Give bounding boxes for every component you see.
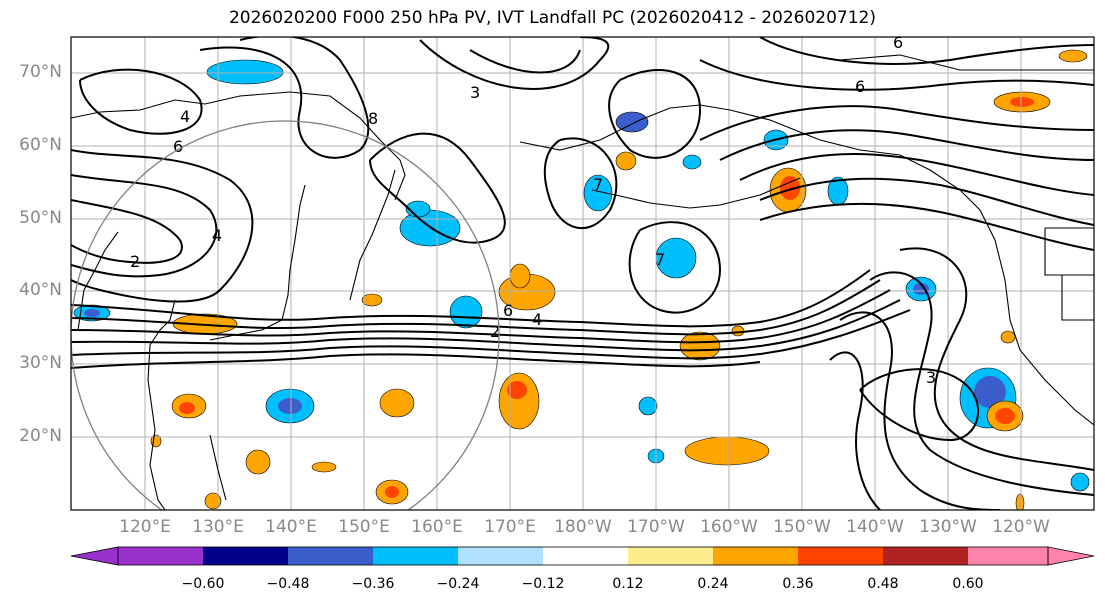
colorbar-segment [458, 547, 543, 565]
contour-label: 6 [893, 33, 903, 52]
colorbar-segment [288, 547, 373, 565]
contour-label: 7 [655, 250, 665, 269]
colorbar-tick-label: −0.24 [436, 576, 480, 592]
lon-label: 160°E [411, 517, 463, 537]
colorbar-tick-label: 0.60 [952, 576, 984, 592]
contour-label: 4 [532, 310, 542, 329]
contour-label: 4 [180, 107, 190, 126]
colorbar-segment [798, 547, 883, 565]
colorbar-segment [118, 547, 203, 565]
lon-label: 180°W [554, 517, 612, 537]
contour-label: 3 [470, 83, 480, 102]
contour-label: 4 [212, 226, 222, 245]
colorbar-segment [628, 547, 713, 565]
colorbar-segment [883, 547, 968, 565]
contour-labels: 4 3 6 8 6 6 4 2 6 4 2 7 7 3 [130, 33, 936, 387]
lat-label: 60°N [19, 135, 62, 155]
colorbar-tick-label: 0.24 [697, 576, 729, 592]
colorbar-tick-label: −0.36 [351, 576, 395, 592]
lat-label: 50°N [19, 208, 62, 228]
colorbar [70, 546, 1095, 566]
colorbar-tick-label: −0.60 [181, 576, 225, 592]
lon-label: 140°W [846, 517, 904, 537]
contour-label: 7 [593, 175, 603, 194]
colorbar-tick-label: −0.12 [521, 576, 565, 592]
lon-label: 160°W [700, 517, 758, 537]
lon-label: 120°E [119, 517, 171, 537]
contour-label: 6 [503, 301, 513, 320]
colorbar-segment [713, 547, 798, 565]
lon-label: 150°W [773, 517, 831, 537]
colorbar-segment [543, 547, 628, 565]
contour-label: 2 [130, 252, 140, 271]
lon-label: 130°W [919, 517, 977, 537]
colorbar-tick-label: 0.36 [782, 576, 814, 592]
contour-label: 8 [368, 109, 378, 128]
colorbar-segment [203, 547, 288, 565]
contour-label: 6 [173, 137, 183, 156]
landfall-radius-circle [71, 120, 500, 510]
coastlines [71, 54, 1094, 510]
colorbar-extend-low [70, 546, 119, 566]
lon-label: 170°E [484, 517, 536, 537]
lat-label: 30°N [19, 353, 62, 373]
pv-contours [71, 37, 1094, 510]
lon-label: 150°E [338, 517, 390, 537]
lon-label: 130°E [192, 517, 244, 537]
colorbar-segment [373, 547, 458, 565]
colorbar-segment [968, 547, 1048, 565]
colorbar-tick-label: 0.12 [612, 576, 644, 592]
lat-label: 70°N [19, 62, 62, 82]
contour-label: 2 [490, 322, 500, 341]
lon-label: 120°W [992, 517, 1050, 537]
lon-label: 170°W [627, 517, 685, 537]
graticule [71, 37, 1094, 510]
lat-label: 40°N [19, 280, 62, 300]
anomaly-shading [73, 49, 1090, 510]
map-frame [70, 36, 1095, 511]
colorbar-tick-label: −0.48 [266, 576, 310, 592]
colorbar-tick-label: 0.48 [867, 576, 899, 592]
lat-label: 20°N [19, 426, 62, 446]
colorbar-extend-high [1047, 546, 1095, 566]
lon-label: 140°E [265, 517, 317, 537]
contour-label: 6 [855, 77, 865, 96]
map-title: 2026020200 F000 250 hPa PV, IVT Landfall… [228, 8, 876, 28]
contour-label: 3 [926, 368, 936, 387]
